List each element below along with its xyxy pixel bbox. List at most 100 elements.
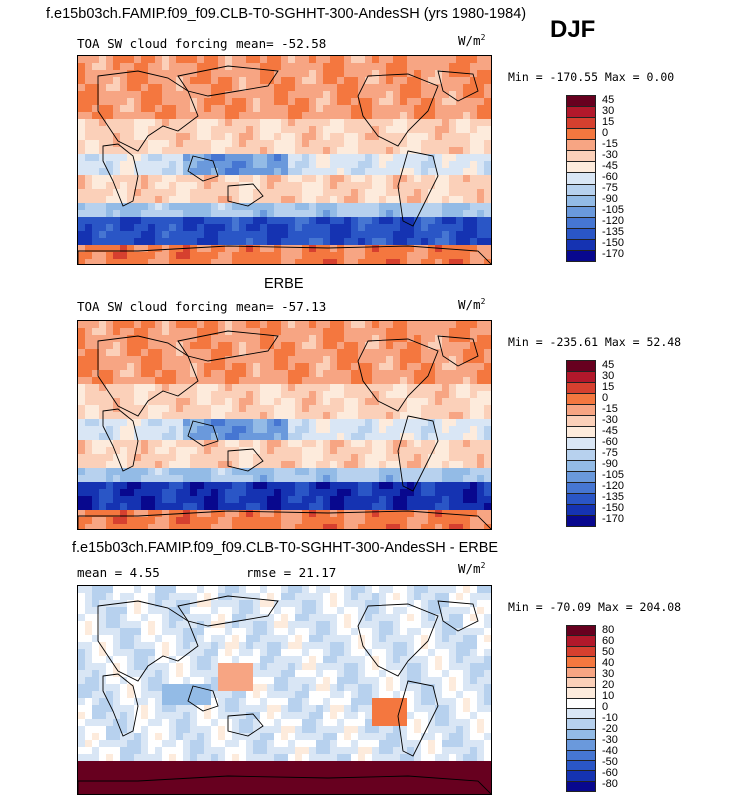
field-cell [120,342,128,350]
field-cell [442,328,450,336]
field-cell [344,719,352,727]
field-cell [351,524,359,529]
field-cell [421,593,429,601]
field-cell [484,231,491,239]
field-cell [288,419,296,427]
field-cell [162,77,170,85]
field-cell [414,656,422,664]
field-cell [78,363,86,371]
field-cell [400,363,408,371]
field-cell [127,196,135,204]
field-cell [449,649,457,657]
field-cell [491,691,492,699]
field-cell [379,98,387,106]
field-cell [386,726,394,734]
field-cell [120,245,128,253]
field-cell [225,56,233,64]
field-cell [309,363,317,371]
field-cell [92,600,100,608]
field-cell [120,489,128,497]
field-cell [386,642,394,650]
field-cell [372,98,380,106]
field-cell [267,719,275,727]
field-cell [211,328,219,336]
field-cell [295,635,303,643]
field-cell [484,642,491,650]
field-cell [484,454,491,462]
field-cell [330,412,338,420]
field-cell [260,384,268,392]
field-cell [449,398,457,406]
field-cell [267,203,275,211]
field-cell [183,189,191,197]
field-cell [316,719,324,727]
field-cell [470,168,478,176]
field-cell [260,482,268,490]
field-cell [358,370,366,378]
field-cell [281,370,289,378]
field-cell [183,196,191,204]
field-cell [232,391,240,399]
field-cell [281,628,289,636]
field-cell [295,224,303,232]
field-cell [218,77,226,85]
field-cell [211,133,219,141]
field-cell [183,677,191,685]
field-cell [176,328,184,336]
field-cell [484,461,491,469]
field-cell [106,468,114,476]
field-cell [134,140,142,148]
field-cell [141,342,149,350]
field-cell [372,154,380,162]
field-cell [281,168,289,176]
field-cell [204,56,212,64]
field-cell [260,412,268,420]
field-cell [183,691,191,699]
field-cell [190,635,198,643]
field-cell [407,56,415,64]
field-cell [484,182,491,190]
field-cell [78,133,86,141]
field-cell [176,433,184,441]
field-cell [351,349,359,357]
field-cell [456,133,464,141]
field-cell [78,691,86,699]
field-cell [260,649,268,657]
field-cell [295,733,303,741]
field-cell [484,259,491,264]
field-cell [442,503,450,511]
field-cell [365,356,373,364]
field-cell [414,461,422,469]
field-cell [218,398,226,406]
field-cell [330,607,338,615]
field-cell [470,586,478,594]
field-cell [330,182,338,190]
field-cell [127,496,135,504]
field-cell [309,489,317,497]
field-cell [183,321,191,329]
field-cell [323,356,331,364]
field-cell [386,635,394,643]
field-cell [225,461,233,469]
field-cell [295,670,303,678]
field-cell [85,377,93,385]
field-cell [323,510,331,518]
field-cell [106,119,114,127]
field-cell [428,719,436,727]
field-cell [470,433,478,441]
field-cell [456,391,464,399]
field-cell [470,454,478,462]
field-cell [190,70,198,78]
field-cell [435,447,443,455]
field-cell [113,391,121,399]
field-cell [295,321,303,329]
field-cell [372,126,380,134]
field-cell [246,649,254,657]
field-cell [246,614,254,622]
field-cell [162,398,170,406]
field-cell [113,656,121,664]
field-cell [162,259,170,264]
field-cell [463,614,471,622]
field-cell [141,475,149,483]
field-cell [106,224,114,232]
